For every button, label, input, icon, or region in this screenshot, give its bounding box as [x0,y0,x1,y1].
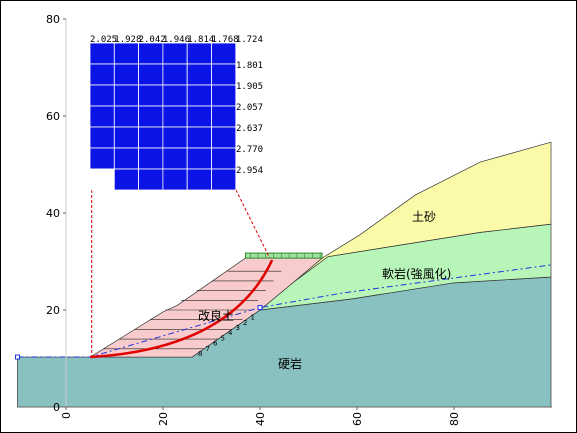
center-cell [186,126,212,149]
center-cell [89,42,115,65]
center-cell [89,147,115,170]
anchor-number: 1 [251,314,255,322]
zone-label: 軟岩(強風化) [382,266,451,281]
safety-factor: 1.768 [212,35,239,45]
y-tick-label: 0 [53,401,60,414]
center-cell [211,42,237,65]
center-cell [113,126,140,149]
anchor-number: 7 [206,345,210,353]
safety-factor: 2.637 [236,124,263,134]
water-marker [257,305,263,311]
zone-label: 土砂 [412,210,436,224]
safety-factor: 2.057 [236,103,263,113]
center-cell [89,84,115,107]
x-tick-label: 0 [60,412,73,419]
center-cell [186,84,212,107]
center-cell [113,63,140,86]
center-cell [113,84,140,107]
anchor-number: 5 [221,334,225,342]
safety-factor: 1.724 [236,35,263,45]
center-cell [162,168,188,191]
x-tick-label: 40 [254,412,267,426]
center-cell [211,84,237,107]
center-cell [113,147,140,170]
surcharge [244,252,323,259]
safety-factor: 2.770 [236,145,263,155]
center-cell [138,147,164,170]
safety-factor: 1.814 [187,35,214,45]
section [15,19,552,408]
center-cell [89,126,115,149]
safety-factor: 2.042 [139,35,166,45]
center-cell [211,147,237,170]
y-tick-label: 20 [46,304,60,317]
safety-factor: 1.801 [236,61,263,71]
center-cell [113,168,140,191]
center-cell [138,84,164,107]
anchor-number: 2 [243,319,247,327]
radius-line [235,189,271,259]
center-cell [89,105,115,128]
center-cell [113,105,140,128]
safety-factor: 2.025 [90,35,117,45]
y-tick-label: 40 [46,207,60,220]
center-cell [162,147,188,170]
center-cell [162,105,188,128]
center-cell [162,63,188,86]
anchor-number: 6 [213,340,218,348]
y-tick-label: 60 [46,110,60,123]
x-tick-label: 60 [351,412,364,426]
center-cell [211,126,237,149]
center-cell [211,105,237,128]
center-cell [138,126,164,149]
center-cell [211,168,237,191]
center-cell [113,42,140,65]
center-cell [162,84,188,107]
center-cell [89,168,115,191]
safety-factor: 1.946 [163,35,190,45]
x-tick-label: 20 [157,412,170,426]
y-tick-label: 80 [46,13,60,26]
center-cell [138,63,164,86]
center-cell [138,42,164,65]
water-marker [15,354,20,360]
anchor-number: 4 [228,329,233,337]
anchor-number: 8 [198,350,202,358]
zone-label: 硬岩 [278,356,302,371]
zone-label: 改良土 [198,308,234,323]
center-cell [186,168,212,191]
safety-factor: 1.905 [236,82,263,92]
x-tick-label: 80 [448,412,461,426]
center-cell [162,126,188,149]
center-cell [211,63,237,86]
center-cell [186,63,212,86]
anchor-number: 3 [236,324,240,332]
center-cell [162,42,188,65]
center-cell [186,105,212,128]
center-cell [89,63,115,86]
center-cell [186,42,212,65]
safety-factor: 1.928 [114,35,141,45]
center-cell [138,105,164,128]
safety-factor: 2.954 [236,166,263,176]
slip-surface [90,259,274,359]
sand [293,141,552,283]
center-cell [138,168,164,191]
center-cell [186,147,212,170]
